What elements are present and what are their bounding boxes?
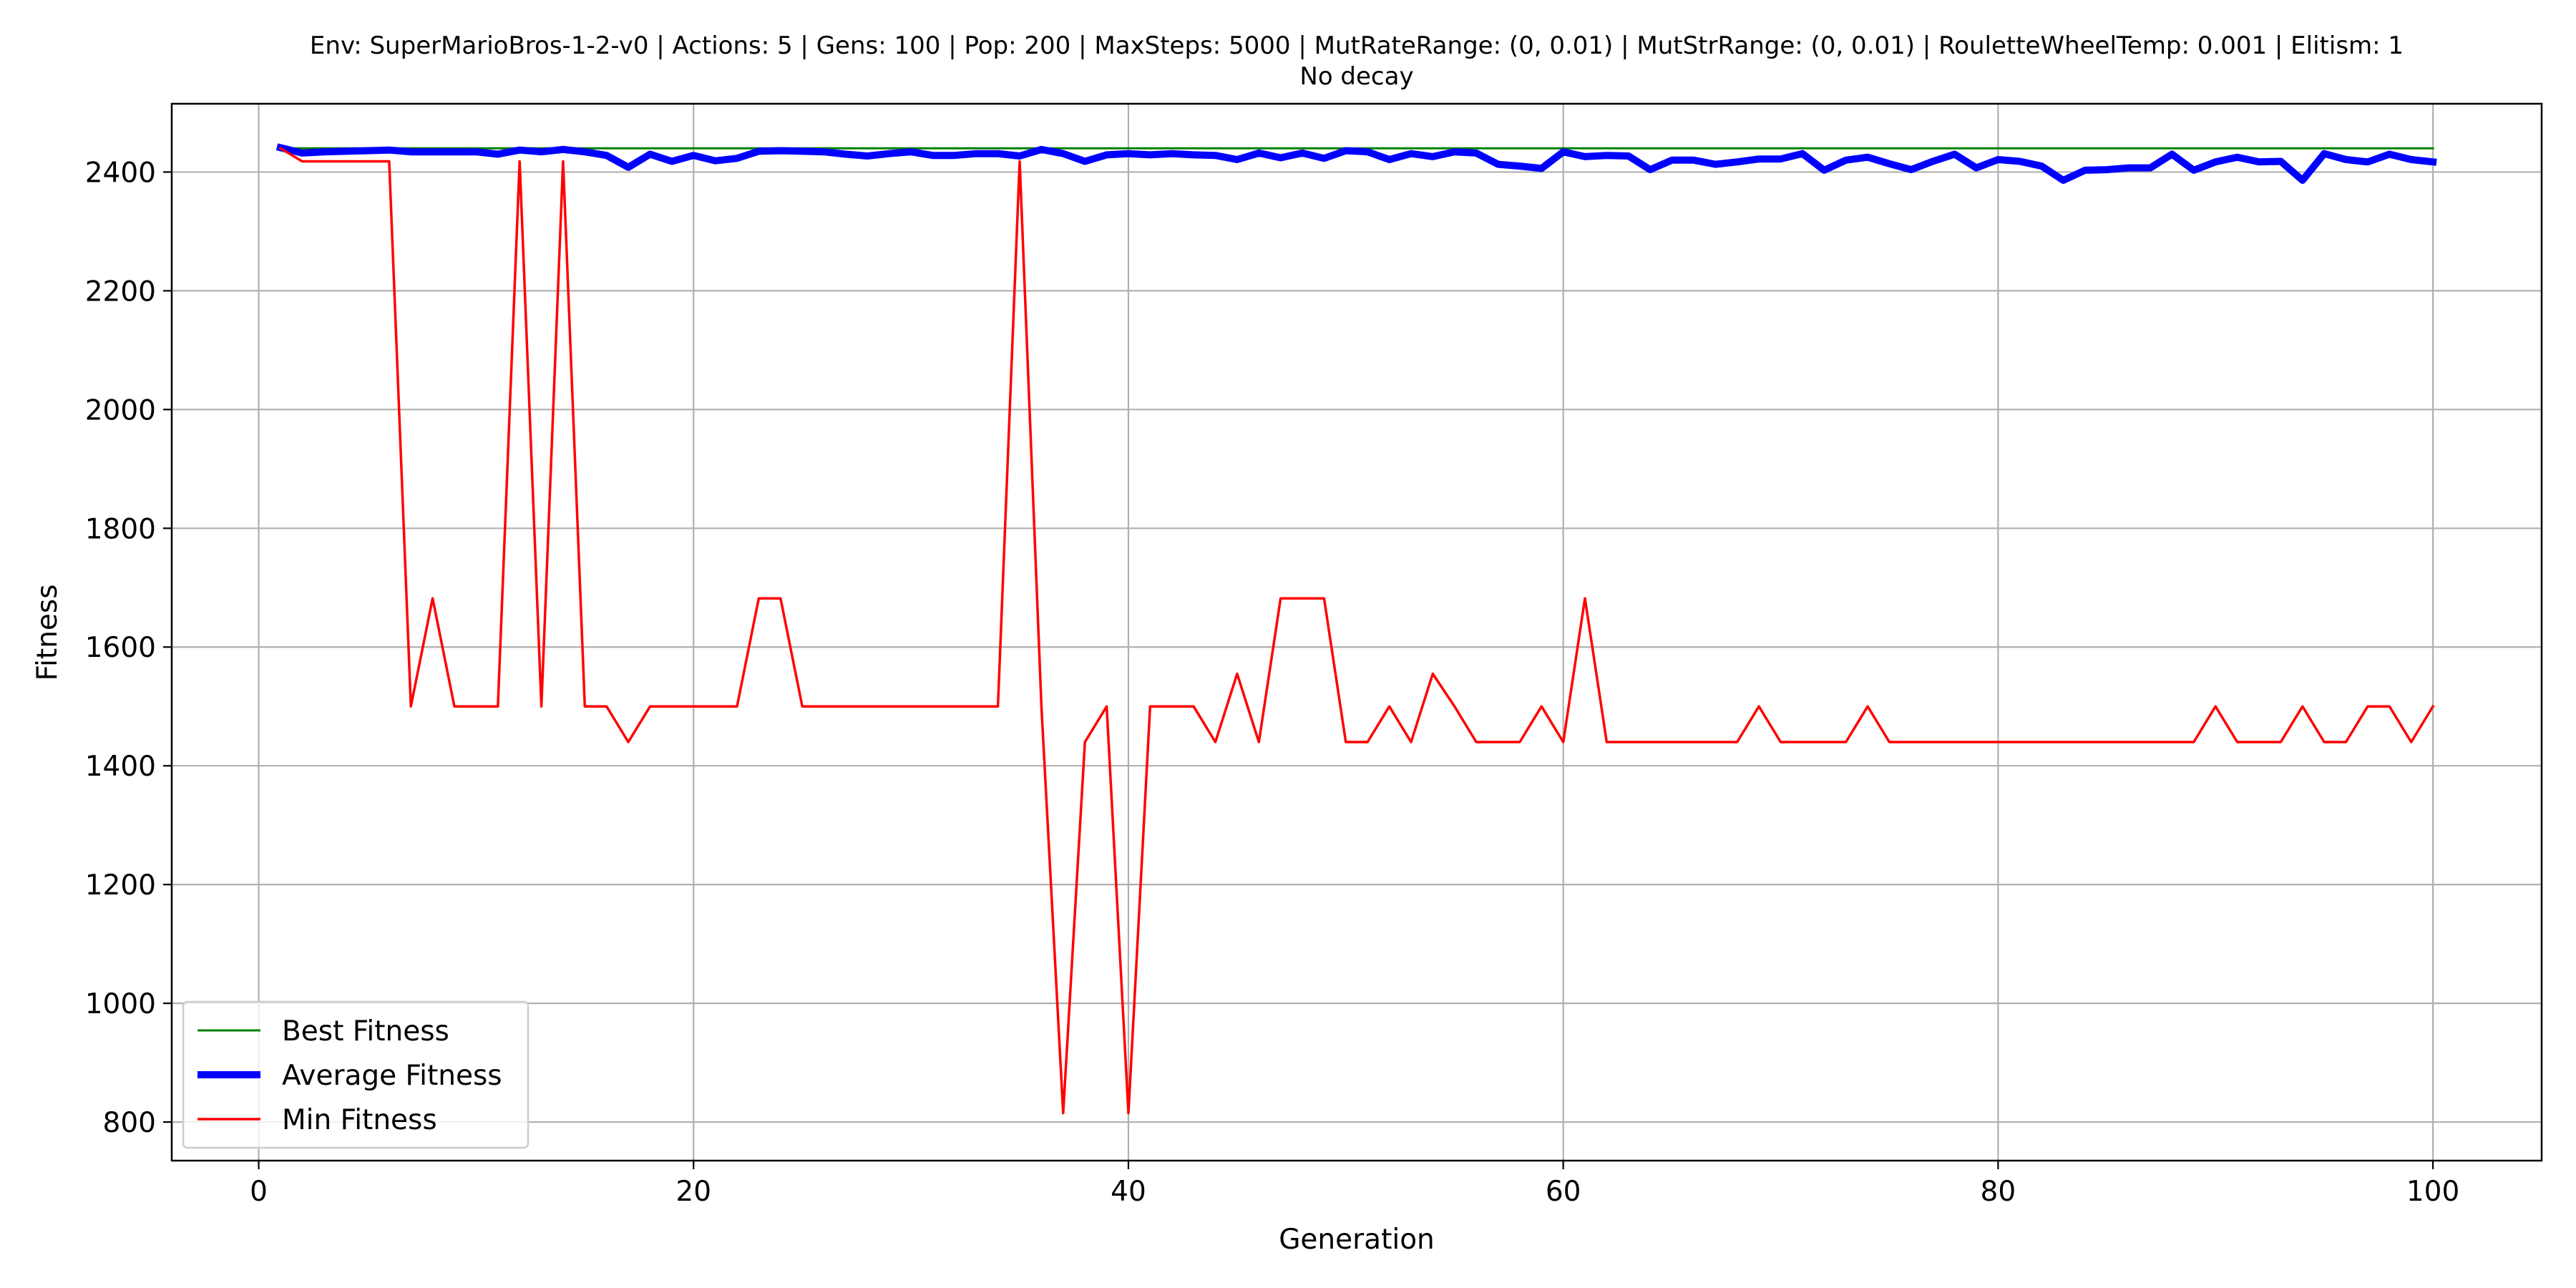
series-layer bbox=[275, 143, 2437, 1115]
legend-label: Average Fitness bbox=[282, 1060, 502, 1092]
x-axis: 0 20 40 60 80 100 bbox=[250, 1161, 2459, 1208]
x-tick-label: 40 bbox=[1111, 1176, 1146, 1208]
y-axis-label: Fitness bbox=[31, 584, 64, 680]
plot-area-frame bbox=[170, 102, 2543, 1162]
y-tick-label: 1600 bbox=[85, 632, 156, 664]
x-tick-label: 0 bbox=[250, 1176, 268, 1208]
legend: Best Fitness Average Fitness Min Fitness bbox=[182, 1000, 530, 1149]
y-axis: 800 1000 1200 1400 1600 1800 2000 2200 2400 bbox=[85, 157, 172, 1139]
chart-title: Env: SuperMarioBros-1-2-v0 | Actions: 5 … bbox=[310, 31, 2404, 60]
x-tick-label: 20 bbox=[675, 1176, 711, 1208]
y-tick-label: 1200 bbox=[85, 869, 156, 902]
x-tick-label: 60 bbox=[1546, 1176, 1581, 1208]
chart-subtitle: No decay bbox=[1299, 62, 1413, 91]
average-fitness-line bbox=[275, 143, 2437, 184]
legend-box bbox=[182, 1000, 530, 1149]
min-fitness-line bbox=[278, 146, 2435, 1115]
y-tick-label: 2400 bbox=[85, 157, 156, 189]
x-axis-label: Generation bbox=[1279, 1224, 1435, 1256]
y-tick-label: 1400 bbox=[85, 751, 156, 783]
y-tick-label: 2000 bbox=[85, 394, 156, 426]
y-tick-label: 800 bbox=[103, 1107, 156, 1139]
x-tick-label: 80 bbox=[1981, 1176, 2016, 1208]
legend-label: Min Fitness bbox=[282, 1104, 437, 1136]
y-tick-label: 1800 bbox=[85, 513, 156, 545]
legend-label: Best Fitness bbox=[282, 1015, 449, 1048]
y-tick-label: 1000 bbox=[85, 988, 156, 1020]
x-tick-label: 100 bbox=[2406, 1176, 2459, 1208]
y-tick-label: 2200 bbox=[85, 275, 156, 308]
grid-lines bbox=[172, 104, 2542, 1161]
